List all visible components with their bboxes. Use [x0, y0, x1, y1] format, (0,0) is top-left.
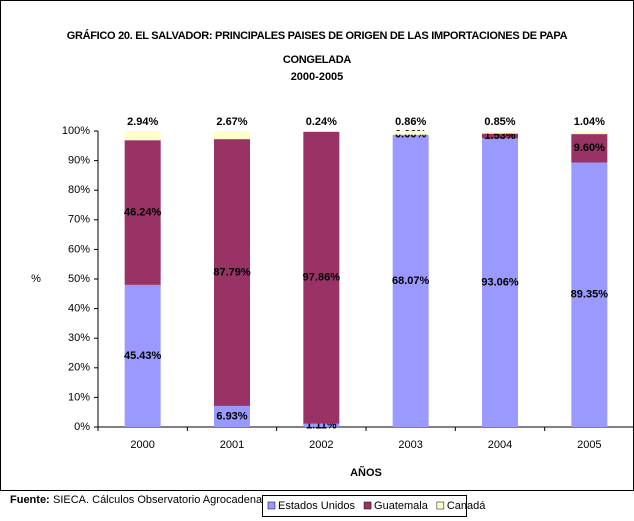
y-tick-label: 40%: [68, 303, 90, 315]
x-tick-label: 2003: [398, 439, 422, 451]
y-tick-label: 60%: [68, 243, 90, 255]
bar-segment: [571, 134, 608, 163]
bar-segment: [124, 131, 161, 141]
data-label: 2.67%: [216, 116, 247, 128]
data-label: 9.60%: [574, 142, 605, 154]
data-label: 45.43%: [124, 350, 162, 362]
source-label: Fuente:: [10, 494, 50, 506]
source: SIECA. Cálculos Observatorio Agrocadenas: [53, 494, 268, 506]
legend-label: Estados Unidos: [278, 500, 356, 512]
data-label: 2.94%: [127, 116, 158, 128]
x-tick-label: 2005: [577, 439, 601, 451]
y-axis-label: %: [31, 273, 41, 285]
data-label: 97.86%: [303, 272, 341, 284]
data-label: 6.93%: [216, 410, 247, 422]
y-tick-label: 100%: [62, 125, 90, 137]
data-label: 1.04%: [574, 116, 605, 128]
bar-segment: [482, 133, 518, 139]
legend-swatch: [363, 501, 372, 510]
x-tick-label: 2004: [488, 439, 512, 451]
bar-segment: [124, 284, 161, 427]
bar-segment: [303, 423, 340, 427]
data-label: 0.86%: [395, 116, 426, 128]
data-label: 68.07%: [392, 275, 430, 287]
bar-segment: [571, 131, 608, 135]
chart-subtitle: 2000-2005: [291, 71, 344, 83]
y-tick-label: 0%: [74, 421, 90, 433]
y-tick-label: 10%: [68, 391, 90, 403]
bar-segment: [214, 131, 250, 140]
x-axis-label: AÑOS: [350, 466, 382, 479]
x-tick-label: 2001: [220, 439, 244, 451]
bar-segment: [124, 140, 161, 285]
bar-segment: [303, 131, 340, 132]
legend-label: Guatemala: [374, 500, 429, 512]
data-label: 46.24%: [124, 206, 162, 218]
x-tick-label: 2002: [309, 439, 333, 451]
bar-segment: [482, 138, 518, 427]
bar-segment: [392, 134, 429, 427]
data-label: 89.35%: [571, 289, 609, 301]
data-label: 0.24%: [306, 116, 337, 128]
y-tick-label: 80%: [68, 184, 90, 196]
y-tick-label: 30%: [68, 332, 90, 344]
y-tick-label: 90%: [68, 155, 90, 167]
x-tick-label: 2000: [130, 439, 154, 451]
y-tick-label: 70%: [68, 214, 90, 226]
bar-segment: [303, 131, 340, 424]
data-label: 93.06%: [481, 277, 519, 289]
y-tick-label: 20%: [68, 362, 90, 374]
y-tick-label: 50%: [68, 273, 90, 285]
legend-swatch: [267, 501, 276, 510]
bar-segment: [392, 131, 429, 135]
bar-segment: [571, 162, 608, 427]
chart-title: GRÁFICO 20. EL SALVADOR: PRINCIPALES PAI…: [66, 30, 568, 66]
bar-segment: [482, 131, 518, 134]
bar-segment: [214, 139, 250, 406]
bar-segment: [214, 405, 250, 427]
legend-label: Canadá: [447, 500, 486, 512]
data-label: 0.85%: [484, 116, 515, 128]
data-label: 87.79%: [213, 266, 251, 278]
legend-swatch: [436, 501, 445, 510]
